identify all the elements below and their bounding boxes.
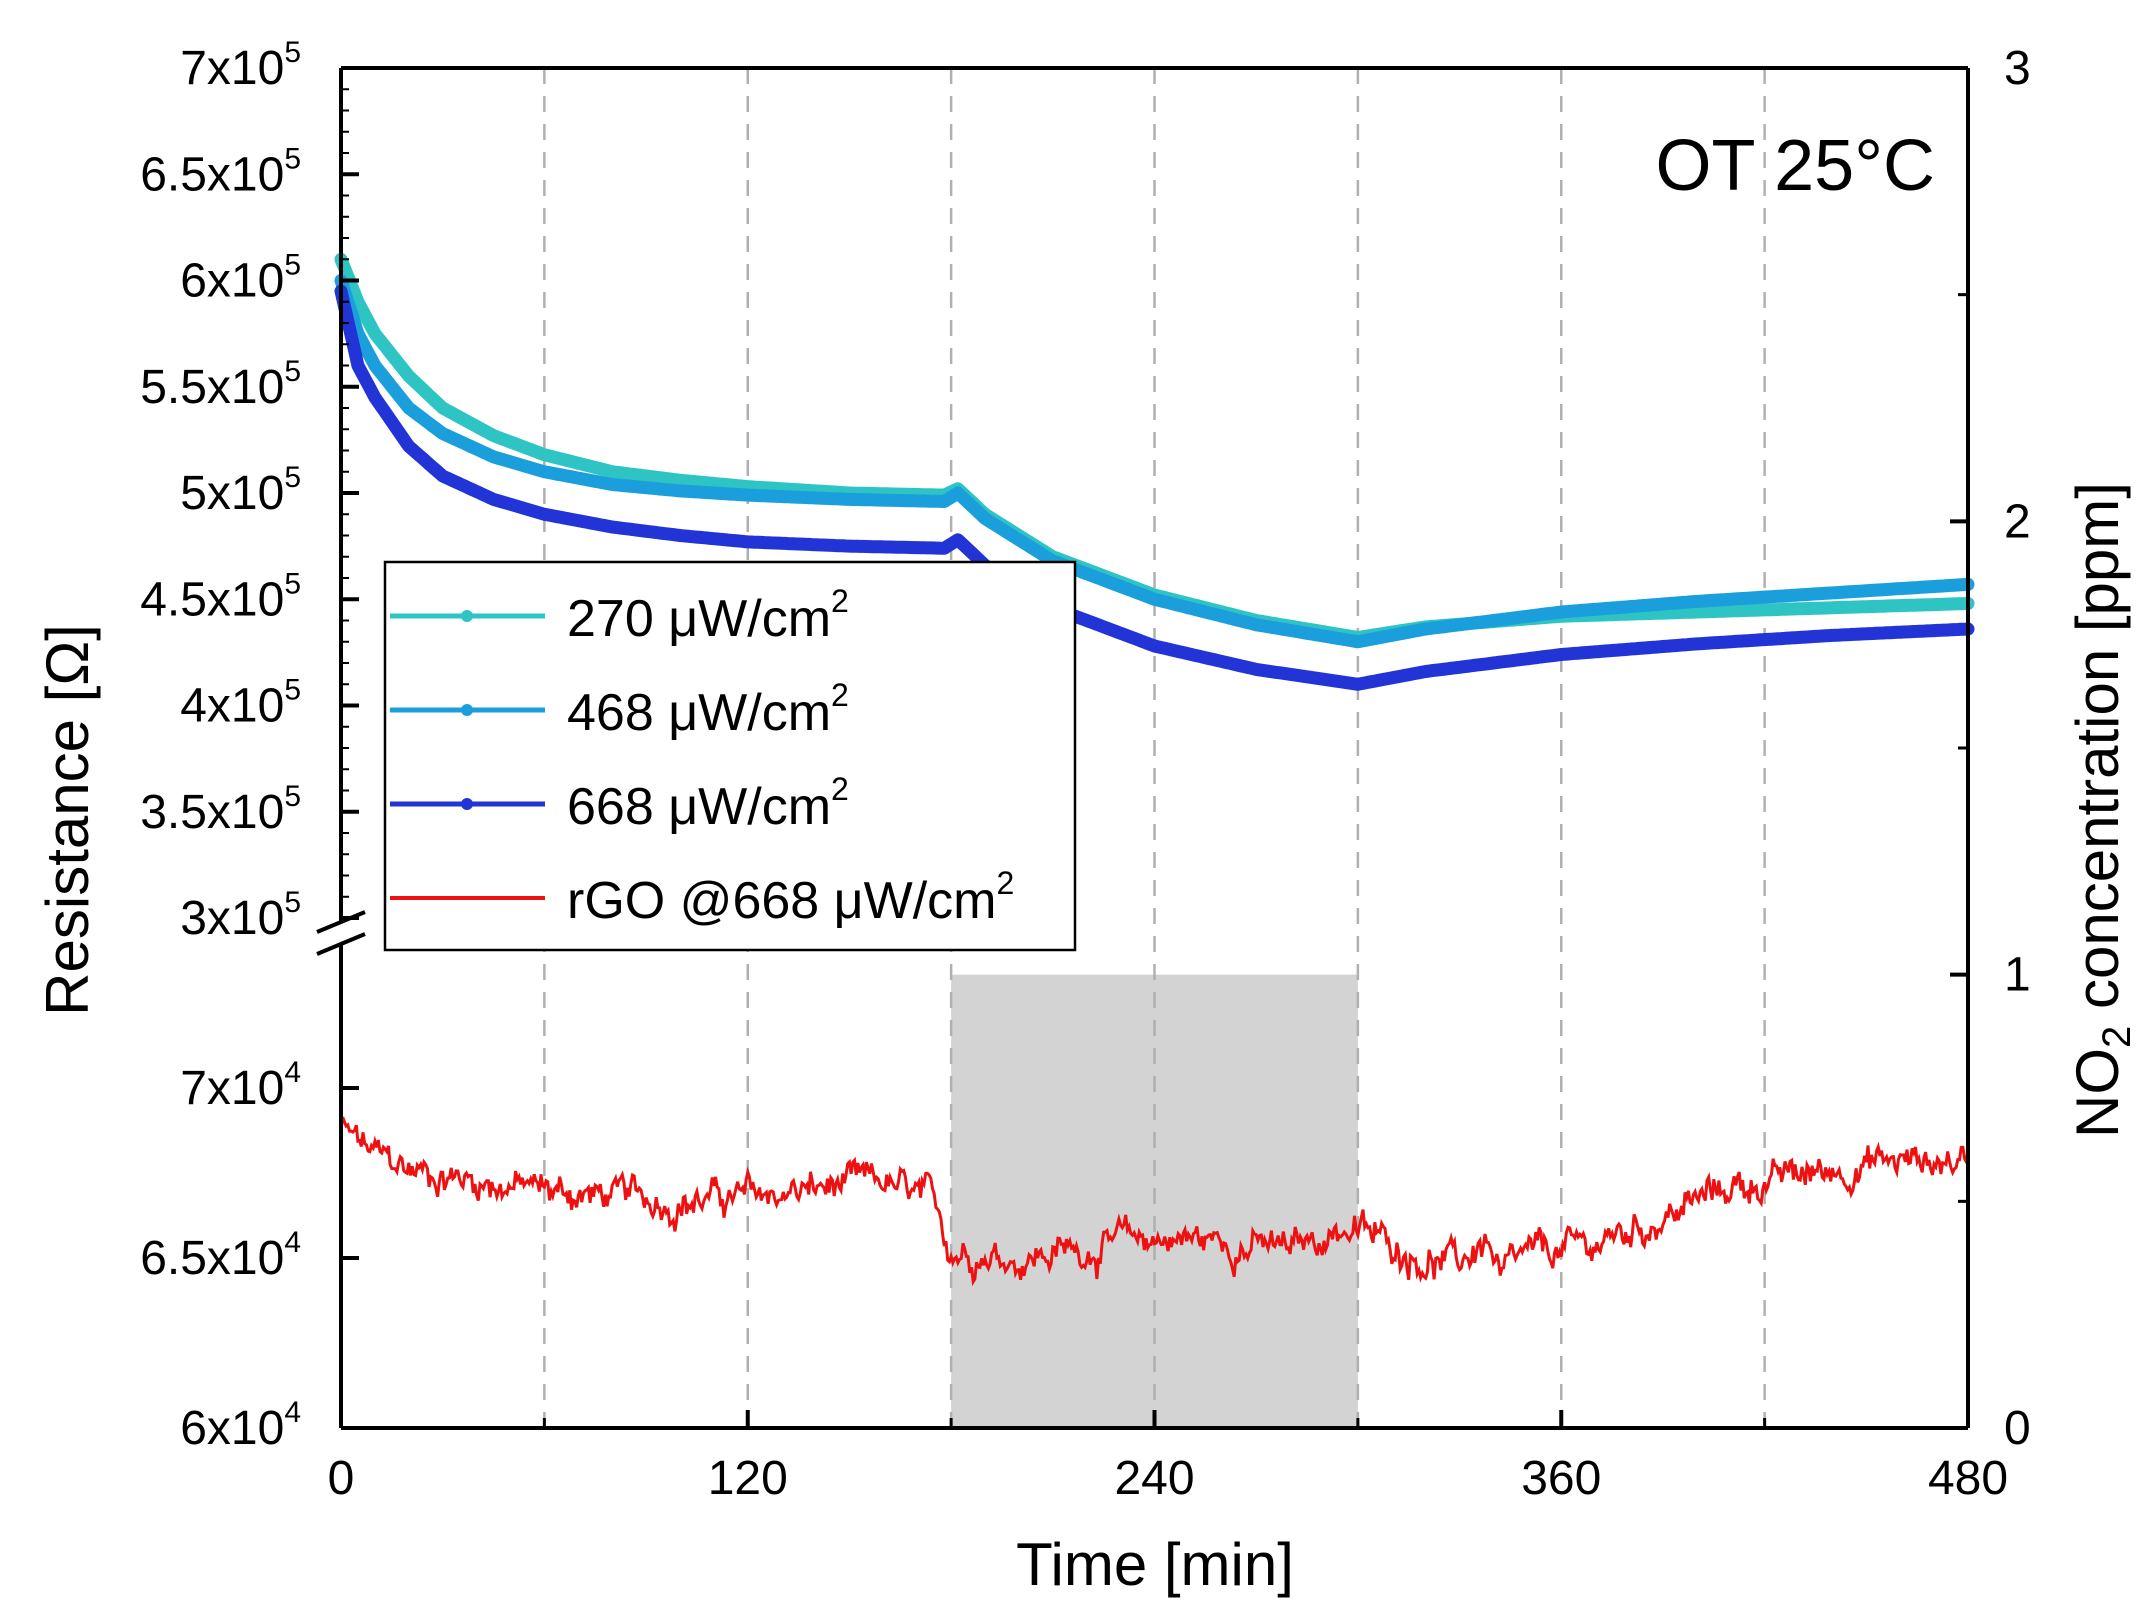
x-tick-label: 120 <box>708 1452 788 1505</box>
y-axis-right-title: NO2 concentration [ppm] <box>2064 482 2139 1138</box>
series-line-2 <box>334 274 1975 649</box>
y-left-upper-tick-label: 5.5x105 <box>140 355 301 414</box>
y-left-upper-tick-label: 6.5x105 <box>140 142 301 201</box>
legend-entry-name: 468 μW/cm <box>567 684 831 742</box>
legend-entry-label: 668 μW/cm2 <box>567 771 849 836</box>
y-left-lower-tick-mantissa: 7x10 <box>180 1062 284 1115</box>
condition-annotation: OT 25°C <box>1655 126 1935 206</box>
y-left-upper-tick-label: 3.5x105 <box>140 780 301 839</box>
y-left-upper-tick-exponent: 5 <box>284 249 301 282</box>
y-left-lower-tick-exponent: 4 <box>284 1396 301 1429</box>
legend-entry-name: rGO @668 μW/cm <box>567 872 996 930</box>
legend-entry-name: 270 μW/cm <box>567 590 831 648</box>
y-left-upper-tick-mantissa: 4x10 <box>180 680 284 733</box>
series-layer <box>334 252 1975 1287</box>
x-tick-label: 360 <box>1521 1452 1601 1505</box>
y-left-upper-tick-label: 5x105 <box>180 461 301 520</box>
y-left-upper-tick-exponent: 5 <box>284 461 301 494</box>
axis-break-mark <box>316 932 366 956</box>
y-left-lower-tick-label: 6.5x104 <box>140 1226 301 1285</box>
series-line-3 <box>334 284 1975 691</box>
legend-entry-name: 668 μW/cm <box>567 778 831 836</box>
legend-box <box>383 560 1077 952</box>
legend-entry-label: rGO @668 μW/cm2 <box>567 865 1014 930</box>
y-left-upper-tick-label: 4x105 <box>180 674 301 733</box>
y-right-tick-label: 1 <box>2004 949 2031 1002</box>
x-axis-title: Time [min] <box>1016 1531 1294 1598</box>
axis-break-mark <box>316 910 366 934</box>
y-left-upper-tick-mantissa: 3x10 <box>180 892 284 945</box>
y-left-upper-tick-mantissa: 5.5x10 <box>140 361 284 414</box>
y-right-tick-label: 3 <box>2004 42 2031 95</box>
y-left-upper-tick-label: 7x105 <box>180 36 301 95</box>
y-left-upper-tick-mantissa: 5x10 <box>180 467 284 520</box>
y-left-upper-tick-exponent: 5 <box>284 567 301 600</box>
y-left-upper-tick-exponent: 5 <box>284 36 301 69</box>
y-left-upper-tick-mantissa: 7x10 <box>180 42 284 95</box>
legend-entry-label: 270 μW/cm2 <box>567 583 849 648</box>
y-right-tick-label: 0 <box>2004 1402 2031 1455</box>
y-left-upper-tick-mantissa: 3.5x10 <box>140 786 284 839</box>
y-axis-right-title-subscript: 2 <box>2095 1026 2139 1048</box>
y-left-lower-tick-mantissa: 6.5x10 <box>140 1232 284 1285</box>
y-left-upper-tick-mantissa: 6.5x10 <box>140 148 284 201</box>
y-axis-right-title-rest: concentration [ppm] <box>2064 482 2131 1026</box>
y-left-upper-tick-exponent: 5 <box>284 142 301 175</box>
y-left-lower-tick-exponent: 4 <box>284 1226 301 1259</box>
legend-entry-superscript: 2 <box>831 583 849 619</box>
y-left-upper-tick-mantissa: 4.5x10 <box>140 573 284 626</box>
x-tick-label: 480 <box>1928 1452 2008 1505</box>
y-left-upper-tick-exponent: 5 <box>284 355 301 388</box>
legend-swatch-marker <box>461 610 473 622</box>
y-left-upper-tick-exponent: 5 <box>284 886 301 919</box>
y-left-lower-tick-exponent: 4 <box>284 1056 301 1089</box>
y-right-tick-label: 2 <box>2004 495 2031 548</box>
legend-entry-superscript: 2 <box>831 677 849 713</box>
y-left-upper-tick-exponent: 5 <box>284 780 301 813</box>
legend-entry-label: 468 μW/cm2 <box>567 677 849 742</box>
y-left-upper-tick-exponent: 5 <box>284 674 301 707</box>
y-left-lower-tick-mantissa: 6x10 <box>180 1402 284 1455</box>
tick-layer: 0 120 240 360 4807x1056.5x1056x1055.5x1055x1… <box>140 36 2031 1505</box>
y-left-upper-tick-mantissa: 6x10 <box>180 255 284 308</box>
y-axis-left-title: Resistance [Ω] <box>34 624 101 1016</box>
x-tick-label: 240 <box>1114 1452 1194 1505</box>
y-left-lower-tick-label: 6x104 <box>180 1396 301 1455</box>
legend-swatch-marker <box>461 704 473 716</box>
y-left-upper-tick-label: 3x105 <box>180 886 301 945</box>
legend-entry-superscript: 2 <box>996 865 1014 901</box>
legend-entry-superscript: 2 <box>831 771 849 807</box>
y-left-upper-tick-label: 6x105 <box>180 249 301 308</box>
legend-swatch-marker <box>461 798 473 810</box>
y-left-upper-tick-label: 4.5x105 <box>140 567 301 626</box>
y-left-lower-tick-label: 7x104 <box>180 1056 301 1115</box>
series-line-4 <box>339 1116 1970 1287</box>
y-axis-right-title-main: NO <box>2064 1048 2131 1138</box>
x-tick-label: 0 <box>328 1452 355 1505</box>
